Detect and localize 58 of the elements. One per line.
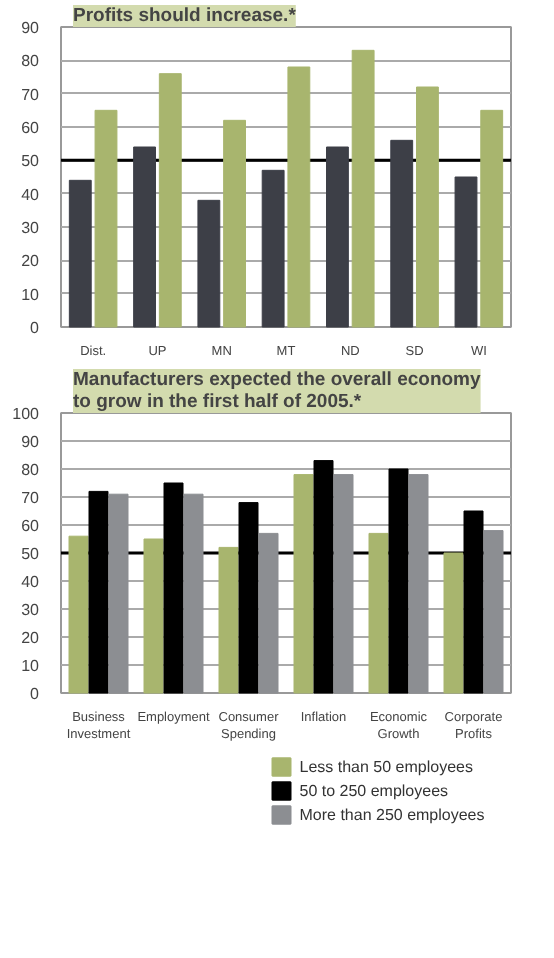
bar <box>408 474 429 694</box>
y-tick-label: 40 <box>21 185 41 204</box>
bar <box>133 146 156 328</box>
bar <box>483 530 504 694</box>
y-tick-label: 90 <box>21 433 41 451</box>
bar <box>287 66 311 328</box>
y-tick-label: 10 <box>21 657 41 675</box>
y-tick-label: 30 <box>21 219 41 237</box>
bar <box>88 490 109 694</box>
y-tick-label: 70 <box>21 85 41 104</box>
bar <box>197 199 221 328</box>
bar <box>238 502 259 694</box>
chart-title: Profits should increase.* <box>73 5 297 27</box>
bar <box>333 474 354 694</box>
y-tick-label: 40 <box>21 573 41 591</box>
bar <box>388 468 409 694</box>
bar <box>261 169 285 328</box>
y-tick-label: 80 <box>21 52 41 71</box>
bar <box>480 109 504 328</box>
y-tick-label: 0 <box>30 319 41 337</box>
y-tick-label: 20 <box>21 252 41 271</box>
y-tick-label: 10 <box>21 285 41 304</box>
legend-label: 50 to 250 employees <box>299 782 449 800</box>
bar <box>258 532 279 694</box>
bar <box>313 460 334 694</box>
y-tick-label: 50 <box>21 152 41 171</box>
bar <box>293 474 314 694</box>
bar <box>108 493 129 694</box>
bar <box>326 146 349 328</box>
bar <box>368 532 389 694</box>
legend-label: More than 250 employees <box>299 806 485 824</box>
legend-label: Less than 50 employees <box>299 758 473 776</box>
chart-title: Manufacturers expected the overall economy to grow in the first half of 2005.* <box>73 369 483 413</box>
y-tick-label: 80 <box>21 461 41 479</box>
y-tick-label: 70 <box>21 489 41 507</box>
bar <box>163 482 184 694</box>
bar <box>218 546 239 694</box>
bar <box>454 176 478 328</box>
bar <box>463 510 484 694</box>
bar <box>183 493 204 694</box>
bar <box>351 49 375 328</box>
bar <box>158 73 182 328</box>
y-tick-label: 20 <box>21 629 41 647</box>
bar <box>390 139 414 328</box>
bar <box>223 119 246 328</box>
bar <box>416 86 439 328</box>
bar <box>68 535 89 694</box>
y-tick-label: 60 <box>21 119 41 137</box>
y-tick-label: 30 <box>21 601 41 619</box>
y-tick-label: 60 <box>21 517 41 535</box>
y-tick-label: 90 <box>21 19 41 37</box>
bar <box>68 179 92 328</box>
y-tick-label: 50 <box>21 545 41 563</box>
y-tick-label: 100 <box>12 405 41 423</box>
bar <box>443 552 464 694</box>
bar <box>143 538 164 694</box>
y-tick-label: 0 <box>30 685 41 703</box>
bar <box>94 109 118 328</box>
